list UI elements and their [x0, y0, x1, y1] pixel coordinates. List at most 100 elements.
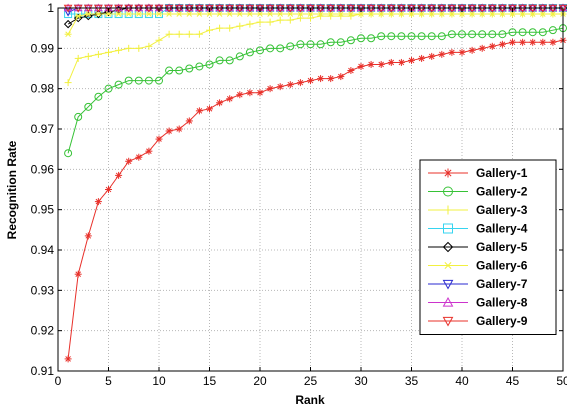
- data-point: [529, 11, 537, 17]
- data-point: [478, 30, 487, 39]
- data-point: [367, 60, 375, 68]
- data-point: [438, 50, 446, 58]
- data-point: [134, 76, 143, 85]
- data-point: [357, 62, 365, 70]
- x-tick-label: 0: [55, 374, 62, 388]
- data-point: [377, 11, 385, 17]
- legend-swatch-marker: [443, 261, 453, 270]
- data-point: [206, 105, 213, 113]
- data-point: [175, 30, 183, 38]
- legend-label: Gallery-9: [476, 314, 528, 328]
- data-point: [367, 11, 375, 17]
- data-point: [296, 79, 304, 87]
- data-point: [417, 32, 426, 41]
- x-tick-label: 25: [304, 374, 318, 388]
- data-point: [84, 102, 93, 111]
- data-point: [135, 44, 143, 52]
- legend-swatch-marker: [443, 205, 453, 215]
- y-axis-label: Recognition Rate: [5, 140, 19, 239]
- data-point: [498, 30, 507, 39]
- data-point: [185, 117, 193, 125]
- data-point: [539, 11, 547, 17]
- data-point: [135, 11, 143, 17]
- data-point: [488, 30, 497, 39]
- data-point: [104, 84, 113, 93]
- data-point: [519, 11, 527, 17]
- data-point: [418, 11, 426, 17]
- data-point: [206, 11, 213, 17]
- data-point: [276, 16, 284, 24]
- data-point: [549, 38, 557, 46]
- y-tick-label: 0.99: [31, 41, 55, 55]
- data-point: [286, 16, 294, 24]
- data-point: [357, 11, 365, 17]
- legend-label: Gallery-5: [476, 240, 528, 254]
- data-point: [94, 92, 103, 101]
- y-tick-label: 0.97: [31, 122, 55, 136]
- legend-label: Gallery-7: [476, 277, 528, 291]
- data-point: [438, 11, 446, 17]
- data-point: [317, 75, 325, 83]
- y-tick-label: 0.95: [31, 203, 55, 217]
- legend-item: Gallery-7: [428, 277, 528, 291]
- data-point: [125, 44, 133, 52]
- data-point: [538, 28, 547, 37]
- data-point: [458, 48, 466, 56]
- data-point: [367, 34, 376, 43]
- legend-swatch-marker: [442, 296, 454, 307]
- data-point: [458, 11, 466, 17]
- data-point: [236, 11, 244, 17]
- x-tick-label: 5: [105, 374, 112, 388]
- data-point: [408, 56, 415, 64]
- y-tick-label: 0.94: [31, 243, 55, 257]
- data-point: [84, 11, 92, 17]
- data-point: [226, 95, 234, 103]
- legend-swatch-marker: [443, 186, 453, 197]
- data-point: [296, 40, 305, 49]
- data-point: [205, 60, 214, 69]
- data-point: [397, 32, 406, 41]
- data-point: [518, 28, 527, 37]
- legend-item: Gallery-3: [428, 203, 528, 217]
- legend-label: Gallery-4: [476, 222, 528, 236]
- data-point: [125, 157, 133, 165]
- data-point: [347, 11, 355, 17]
- data-point: [84, 52, 92, 60]
- legend-label: Gallery-6: [476, 259, 528, 273]
- data-point: [509, 11, 516, 17]
- data-point: [185, 11, 193, 17]
- data-point: [377, 32, 386, 41]
- data-point: [155, 135, 163, 143]
- data-point: [549, 11, 557, 17]
- data-point: [296, 14, 304, 22]
- data-point: [64, 31, 72, 38]
- data-point: [276, 44, 285, 53]
- data-point: [84, 232, 92, 240]
- data-point: [256, 46, 264, 55]
- data-point: [266, 44, 275, 53]
- data-point: [276, 11, 284, 17]
- data-point: [347, 67, 355, 75]
- data-point: [286, 81, 294, 89]
- data-point: [175, 125, 183, 133]
- x-tick-label: 45: [506, 374, 520, 388]
- data-point: [94, 9, 103, 19]
- data-point: [377, 60, 385, 68]
- data-point: [64, 149, 73, 158]
- legend-swatch-marker: [442, 279, 454, 290]
- data-point: [276, 83, 284, 91]
- data-point: [548, 26, 557, 35]
- legend-item: Gallery-4: [428, 222, 528, 236]
- data-point: [206, 26, 213, 34]
- data-point: [94, 198, 102, 206]
- x-tick-label: 20: [253, 374, 267, 388]
- data-point: [165, 11, 173, 17]
- data-point: [155, 36, 163, 44]
- x-tick-label: 30: [354, 374, 368, 388]
- data-point: [226, 24, 234, 32]
- data-point: [468, 46, 476, 54]
- legend-swatch-marker: [443, 223, 453, 234]
- data-point: [326, 38, 335, 47]
- x-tick-label: 40: [455, 374, 469, 388]
- data-point: [539, 38, 547, 46]
